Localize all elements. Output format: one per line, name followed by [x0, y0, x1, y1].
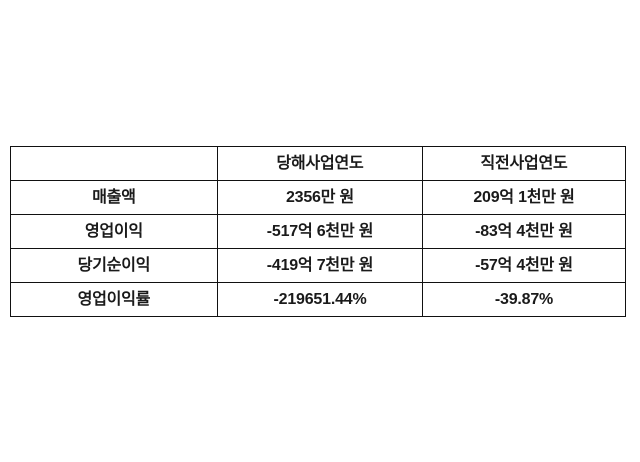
cell-revenue-previous-year: 209억 1천만 원 [422, 180, 626, 215]
table-row: 영업이익률 -219651.44% -39.87% [10, 282, 626, 317]
table-row: 영업이익 -517억 6천만 원 -83억 4천만 원 [10, 214, 626, 249]
table-row: 당기순이익 -419억 7천만 원 -57억 4천만 원 [10, 248, 626, 283]
column-header-current-year: 당해사업연도 [217, 146, 423, 181]
financial-table-container: 당해사업연도 직전사업연도 매출액 2356만 원 209억 1천만 원 영업이… [10, 146, 626, 317]
cell-operating-profit-current-year: -517억 6천만 원 [217, 214, 423, 249]
table-header-row: 당해사업연도 직전사업연도 [10, 146, 626, 181]
column-header-previous-year: 직전사업연도 [422, 146, 626, 181]
table-corner-cell [10, 146, 218, 181]
row-label-revenue: 매출액 [10, 180, 218, 215]
financial-summary-table: 당해사업연도 직전사업연도 매출액 2356만 원 209억 1천만 원 영업이… [10, 146, 626, 317]
row-label-operating-profit: 영업이익 [10, 214, 218, 249]
row-label-net-income: 당기순이익 [10, 248, 218, 283]
table-header: 당해사업연도 직전사업연도 [10, 146, 626, 181]
cell-revenue-current-year: 2356만 원 [217, 180, 423, 215]
table-row: 매출액 2356만 원 209억 1천만 원 [10, 180, 626, 215]
cell-operating-profit-previous-year: -83억 4천만 원 [422, 214, 626, 249]
cell-operating-margin-current-year: -219651.44% [217, 282, 423, 317]
table-body: 매출액 2356만 원 209억 1천만 원 영업이익 -517억 6천만 원 … [10, 180, 626, 317]
cell-net-income-previous-year: -57억 4천만 원 [422, 248, 626, 283]
row-label-operating-margin: 영업이익률 [10, 282, 218, 317]
cell-operating-margin-previous-year: -39.87% [422, 282, 626, 317]
cell-net-income-current-year: -419억 7천만 원 [217, 248, 423, 283]
